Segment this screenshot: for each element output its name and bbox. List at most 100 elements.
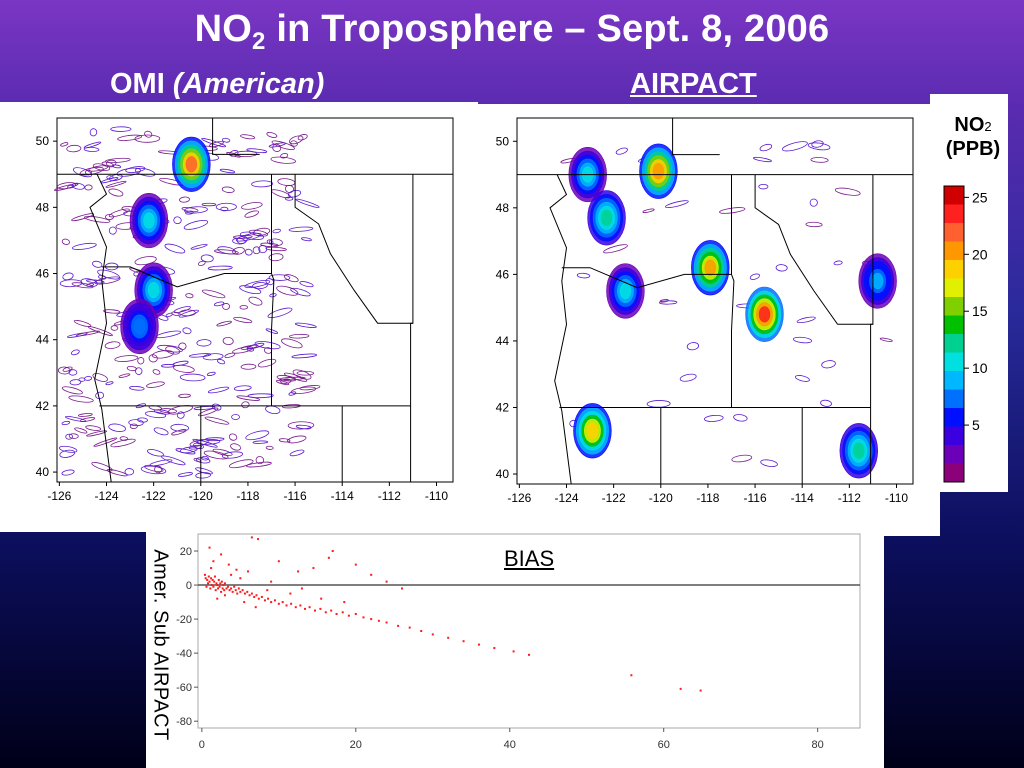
y-tick-label: -20: [176, 614, 192, 626]
contour-ring: [269, 238, 283, 246]
bias-point: [225, 587, 228, 590]
contour-ring: [275, 380, 290, 386]
colorbar-segment: [944, 204, 964, 223]
hotspot-ring: [147, 281, 160, 299]
contour-ring: [289, 333, 310, 339]
bias-point: [210, 577, 213, 580]
contour-ring: [195, 472, 212, 479]
contour-ring: [201, 289, 226, 299]
colorbar-tick-label: 20: [972, 246, 988, 262]
contour-ring: [821, 360, 836, 369]
bias-point: [397, 624, 400, 627]
no2-hotspot: [745, 286, 784, 342]
contour-ring: [179, 446, 198, 454]
contour-ring: [615, 147, 628, 155]
x-tick-label: -112: [838, 491, 861, 505]
contour-ring: [185, 210, 194, 215]
airpact-panel-label: AIRPACT: [630, 68, 757, 101]
bias-point: [239, 590, 242, 593]
contour-ring: [290, 140, 298, 147]
contour-ring: [283, 372, 308, 382]
contour-ring: [190, 243, 208, 250]
bias-point: [327, 556, 330, 559]
bias-point: [216, 597, 219, 600]
colorbar-segment: [944, 334, 964, 353]
contour-ring: [110, 325, 119, 331]
contour-ring: [85, 425, 102, 431]
x-tick-label: -126: [507, 491, 531, 505]
map-frame: [56, 117, 454, 483]
contour-ring: [301, 237, 312, 242]
contour-ring: [796, 316, 816, 324]
contour-ring: [232, 237, 246, 245]
bias-point: [324, 611, 327, 614]
contour-ring: [276, 285, 299, 296]
contour-ring: [233, 316, 253, 324]
contour-ring: [296, 370, 315, 376]
x-tick-label: -122: [142, 489, 166, 503]
contour-ring: [290, 386, 317, 395]
contour-ring: [704, 414, 724, 422]
bias-point: [230, 587, 233, 590]
bias-point: [231, 590, 234, 593]
contour-ring: [95, 391, 105, 400]
boundary-line: [731, 174, 735, 408]
x-tick-label: 40: [504, 739, 516, 751]
y-tick-label: 48: [36, 200, 50, 214]
contour-ring: [183, 206, 208, 214]
y-tick-label: 44: [496, 334, 510, 348]
contour-ring: [179, 373, 206, 382]
contour-ring: [278, 438, 291, 443]
contour-ring: [83, 141, 102, 149]
contour-ring: [89, 128, 98, 137]
contour-ring: [178, 393, 191, 398]
boundary-line: [294, 174, 413, 324]
contour-ring: [257, 358, 277, 368]
contour-ring: [268, 274, 291, 281]
no2-hotspot: [129, 192, 169, 249]
colorbar-panel: [930, 94, 1008, 492]
contour-ring: [659, 299, 669, 303]
colorbar-tick-label: 25: [972, 189, 988, 205]
contour-ring: [146, 381, 165, 388]
bias-point: [248, 594, 251, 597]
bias-point: [203, 573, 206, 576]
contour-ring: [792, 336, 813, 344]
hotspot-ring: [704, 259, 716, 276]
contour-ring: [68, 369, 78, 376]
contour-ring: [68, 395, 94, 403]
contour-ring: [128, 419, 144, 427]
contour-ring: [108, 188, 124, 197]
bias-point: [362, 616, 365, 619]
bias-point: [220, 590, 223, 593]
contour-ring: [108, 423, 126, 432]
contour-ring: [241, 202, 263, 210]
bias-point: [220, 580, 223, 583]
contour-ring: [173, 364, 195, 373]
contour-ring: [134, 134, 161, 143]
contour-ring: [292, 369, 312, 380]
hotspot-ring: [133, 318, 146, 335]
contour-ring: [114, 355, 139, 362]
contour-ring: [61, 469, 75, 476]
bias-point: [266, 589, 269, 592]
omi-label-text: OMI: [110, 68, 173, 100]
x-tick-label: 0: [199, 739, 205, 751]
contour-ring: [185, 293, 194, 299]
bias-point: [408, 626, 411, 629]
contour-ring: [110, 438, 136, 448]
bias-point: [335, 612, 338, 615]
contour-ring: [197, 260, 206, 266]
bias-point: [246, 590, 249, 593]
x-tick-label: -112: [378, 489, 401, 503]
contour-ring: [202, 353, 224, 361]
contour-ring: [291, 353, 318, 359]
contour-ring: [231, 414, 240, 420]
contour-ring: [267, 307, 293, 319]
contour-ring: [219, 168, 236, 174]
contour-ring: [295, 424, 312, 430]
y-tick-label: 50: [36, 134, 50, 148]
contour-ring: [299, 385, 321, 391]
contour-ring: [129, 423, 138, 430]
contour-ring: [152, 369, 161, 375]
